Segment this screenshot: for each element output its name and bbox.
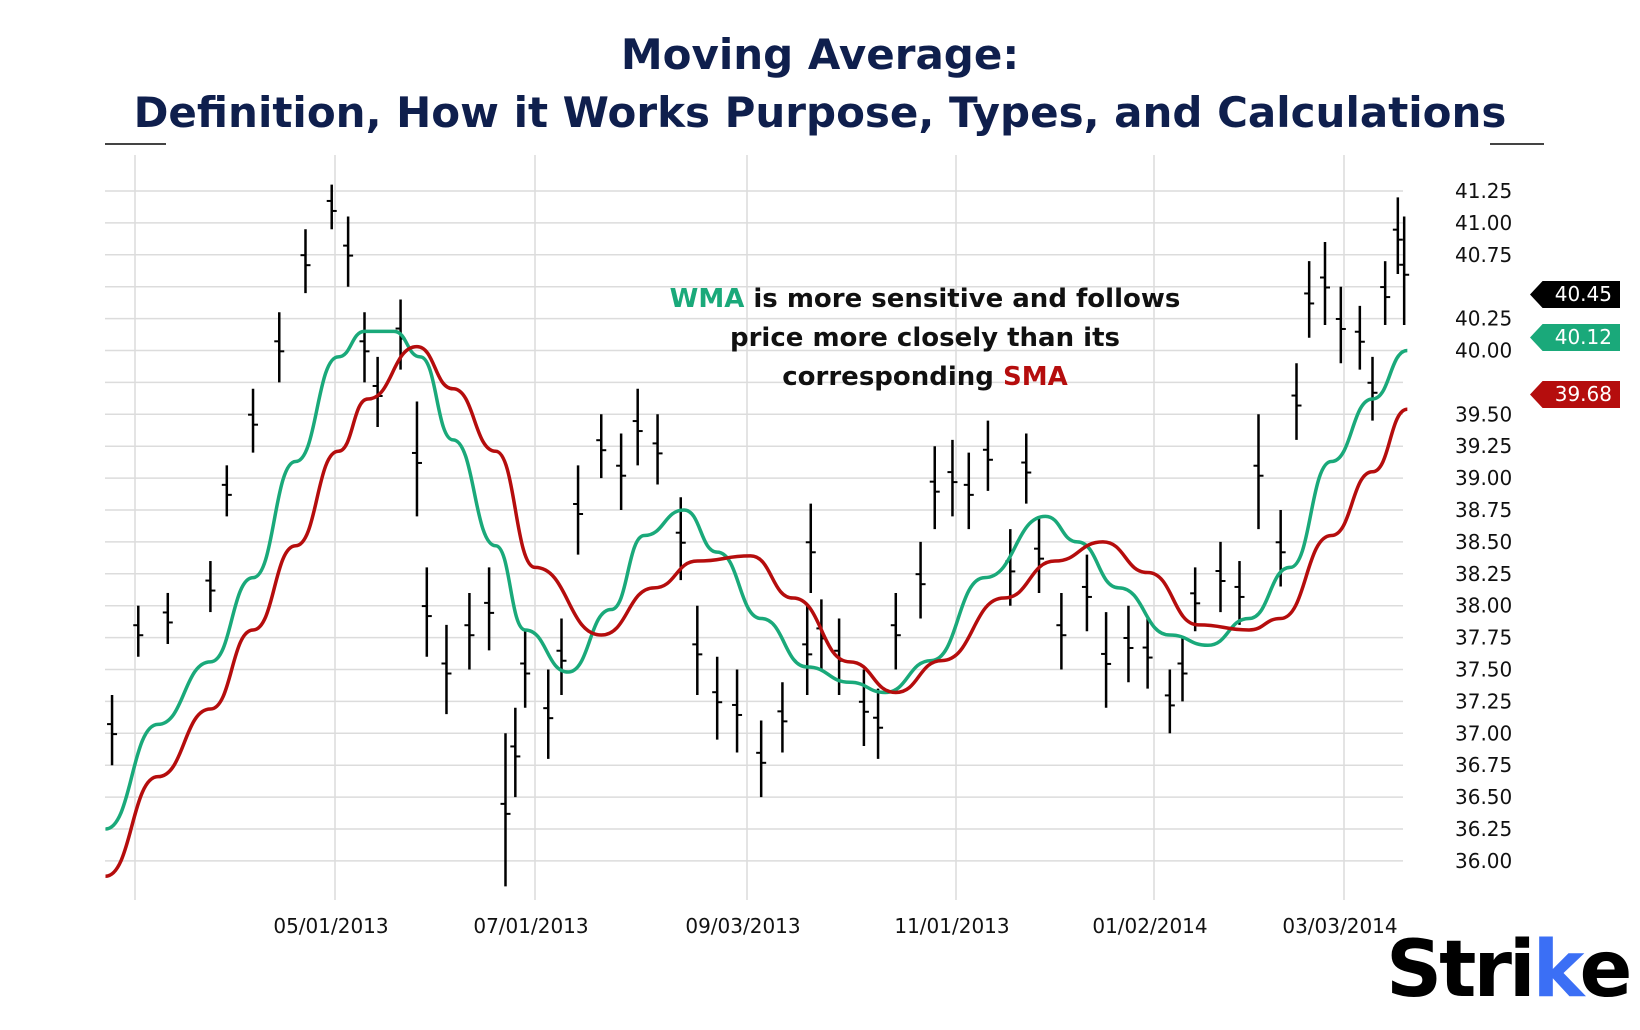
y-tick-label: 39.50	[1455, 402, 1512, 426]
x-tick-label: 11/01/2013	[894, 914, 1009, 938]
series-line-wma	[105, 329, 1408, 831]
y-tick-label: 41.25	[1455, 179, 1512, 203]
y-tick-label: 36.25	[1455, 817, 1512, 841]
y-tick-label: 40.00	[1455, 339, 1512, 363]
x-tick-label: 07/01/2013	[473, 914, 588, 938]
sma-badge: 39.68	[1530, 381, 1620, 408]
y-tick-label: 40.25	[1455, 307, 1512, 331]
y-tick-label: 37.25	[1455, 689, 1512, 713]
title-line-1: Moving Average:	[620, 30, 1020, 79]
annotation-sma: SMA	[1002, 362, 1068, 392]
y-tick-label: 38.50	[1455, 530, 1512, 554]
annotation-text-3: corresponding	[782, 362, 1003, 392]
x-tick-label: 03/03/2014	[1282, 914, 1397, 938]
annotation-wma: WMA	[669, 284, 745, 314]
y-tick-label: 39.00	[1455, 466, 1512, 490]
title-rule-right	[1490, 143, 1544, 145]
y-tick-label: 36.50	[1455, 785, 1512, 809]
wma-badge: 40.12	[1530, 324, 1620, 351]
annotation-line-1: WMA is more sensitive and follows	[625, 284, 1225, 314]
y-tick-label: 39.25	[1455, 434, 1512, 458]
y-tick-label: 36.00	[1455, 849, 1512, 873]
title-rule-left	[105, 143, 166, 145]
y-tick-label: 38.75	[1455, 498, 1512, 522]
y-tick-label: 37.50	[1455, 658, 1512, 682]
series-line-sma	[105, 344, 1408, 878]
y-tick-label: 37.00	[1455, 721, 1512, 745]
annotation-text-1: is more sensitive and follows	[744, 284, 1181, 314]
y-tick-label: 38.00	[1455, 594, 1512, 618]
y-tick-label: 36.75	[1455, 753, 1512, 777]
x-tick-label: 01/02/2014	[1092, 914, 1207, 938]
annotation-line-3: corresponding SMA	[625, 362, 1225, 392]
x-tick-label: 05/01/2013	[273, 914, 388, 938]
title-line-2: Definition, How it Works Purpose, Types,…	[133, 88, 1507, 137]
y-tick-label: 40.75	[1455, 243, 1512, 267]
strike-logo: Strike	[1386, 925, 1632, 1015]
y-tick-label: 37.75	[1455, 626, 1512, 650]
price-badge: 40.45	[1530, 281, 1620, 308]
x-tick-label: 09/03/2013	[685, 914, 800, 938]
y-tick-label: 38.25	[1455, 562, 1512, 586]
y-tick-label: 41.00	[1455, 211, 1512, 235]
annotation-line-2: price more closely than its	[730, 323, 1120, 353]
